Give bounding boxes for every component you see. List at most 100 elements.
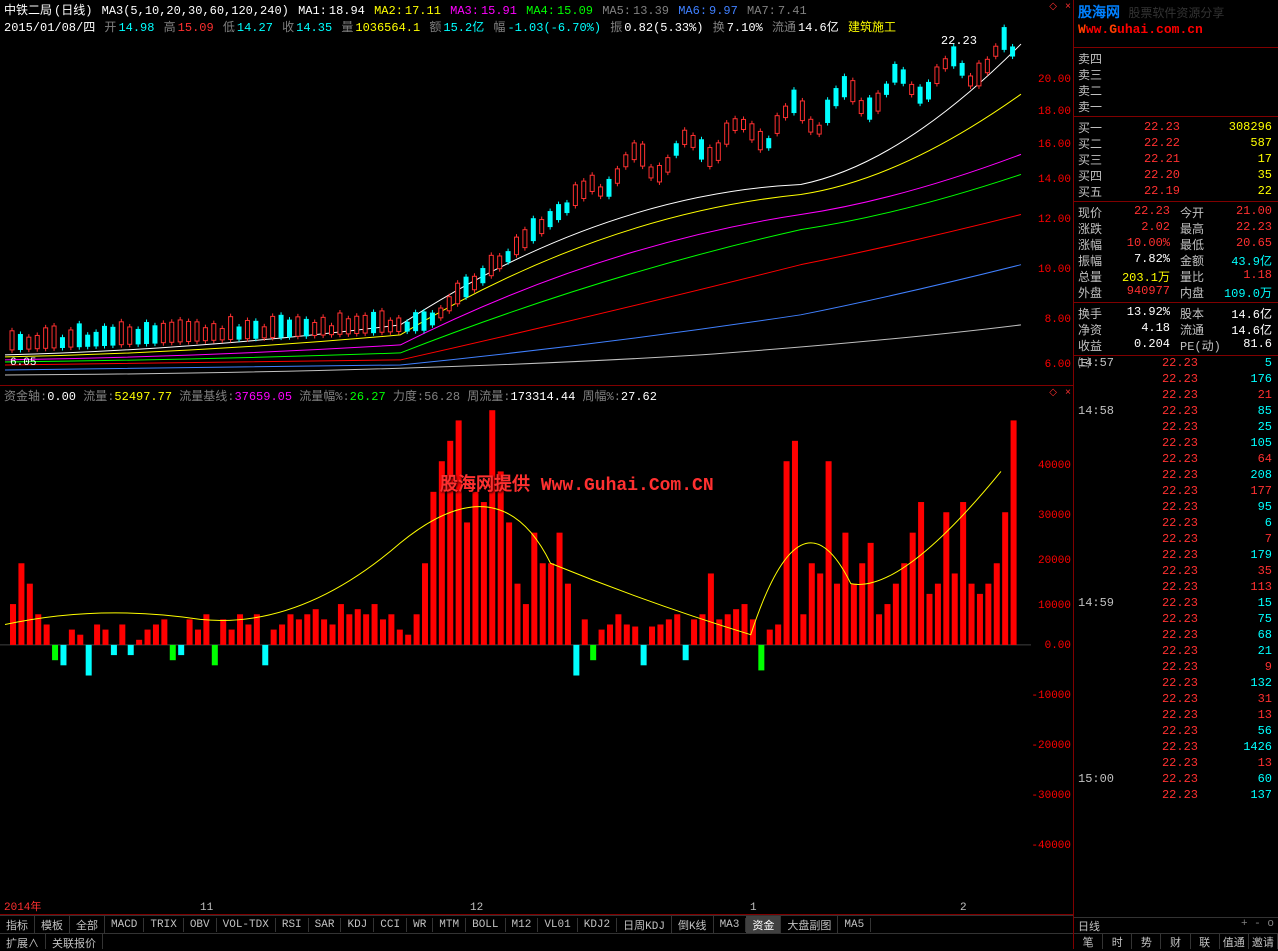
orderbook-buy-row: 买四22.2035 [1074,167,1278,183]
side-tab-值通[interactable]: 值通 [1220,934,1249,949]
indicator-tab-模板[interactable]: 模板 [35,916,70,934]
order-book: 卖四卖三卖二卖一买一22.23308296买二22.22587买三22.2117… [1074,48,1278,202]
quote-row: 外盘940977内盘109.0万 [1074,284,1278,300]
indicator-tab-WR[interactable]: WR [407,918,433,932]
indicator-chart[interactable]: ◇ × 资金轴:0.00 流量:52497.77 流量基线:37659.05 流… [0,386,1073,915]
indicator-tab-资金[interactable]: 资金 [746,916,781,934]
side-tab-联[interactable]: 联 [1191,934,1220,949]
quote-grid-2: 换手13.92%股本14.6亿净资4.18流通14.6亿收益㈢0.204PE(动… [1074,303,1278,356]
y-tick: 10.00 [1038,264,1071,276]
indicator-tab-KDJ2[interactable]: KDJ2 [578,918,617,932]
y-tick: 18.00 [1038,106,1071,118]
y-tick: 10000 [1038,600,1071,612]
price-chart[interactable]: ◇ × 中铁二局(日线) MA3(5,10,20,30,60,120,240) … [0,0,1073,386]
orderbook-buy-row: 买一22.23308296 [1074,119,1278,135]
tick-row: 22.2313 [1074,756,1278,772]
quote-row: 换手13.92%股本14.6亿 [1074,305,1278,321]
tick-row: 22.2331 [1074,692,1278,708]
side-footer: 日线 + - o 笔时势财联值通邀请 [1074,917,1278,949]
tick-row: 15:0022.2360 [1074,772,1278,788]
side-tab-时[interactable]: 时 [1103,934,1132,949]
indicator-tab-MA5[interactable]: MA5 [838,918,871,932]
side-tab-笔[interactable]: 笔 [1074,934,1103,949]
status-item[interactable]: 关联报价 [46,934,103,949]
orderbook-sell-row: 卖二 [1074,82,1278,98]
y-tick: 6.00 [1045,359,1071,371]
chart-controls: ◇ × [1047,1,1071,13]
y-tick: -10000 [1031,690,1071,702]
tick-row: 22.23105 [1074,436,1278,452]
tick-row: 22.231426 [1074,740,1278,756]
time-axis: 2014年111212 [0,900,1031,914]
quote-row: 涨幅10.00%最低20.65 [1074,236,1278,252]
quote-row: 总量203.1万量比1.18 [1074,268,1278,284]
tick-row: 22.239 [1074,660,1278,676]
orderbook-sell-row: 卖一 [1074,98,1278,114]
indicator-tab-RSI[interactable]: RSI [276,918,309,932]
zoom-controls[interactable]: + - o [1241,918,1278,933]
y-tick: 14.00 [1038,174,1071,186]
ctrl-close[interactable]: × [1065,388,1071,399]
tick-row: 22.23176 [1074,372,1278,388]
indicator-tab-全部[interactable]: 全部 [70,916,105,934]
candlestick-canvas[interactable]: 22.23 6.05 [0,14,1031,385]
indicator-tab-TRIX[interactable]: TRIX [144,918,183,932]
tick-row: 14:5722.235 [1074,356,1278,372]
indicator-tab-BOLL[interactable]: BOLL [466,918,505,932]
indicator-tab-CCI[interactable]: CCI [374,918,407,932]
chart-header: 中铁二局(日线) MA3(5,10,20,30,60,120,240) MA1:… [0,0,1073,14]
time-tick: 1 [750,902,757,914]
indicator-tab-KDJ[interactable]: KDJ [341,918,374,932]
brand-watermark: 股海网 股票软件资源分享 Www.Guhai.com.cn [1074,0,1278,48]
status-item[interactable]: 扩展∧ [0,934,46,949]
indicator-tab-OBV[interactable]: OBV [184,918,217,932]
side-panel: 股海网 股票软件资源分享 Www.Guhai.com.cn 卖四卖三卖二卖一买一… [1074,0,1278,949]
ctrl-close[interactable]: × [1065,2,1071,13]
orderbook-buy-row: 买二22.22587 [1074,135,1278,151]
tick-row: 22.23177 [1074,484,1278,500]
indicator-tab-指标[interactable]: 指标 [0,916,35,934]
tick-row: 22.2364 [1074,452,1278,468]
side-tab-邀请[interactable]: 邀请 [1249,934,1278,949]
y-tick: 20000 [1038,555,1071,567]
quote-row: 涨跌2.02最高22.23 [1074,220,1278,236]
y-tick: -30000 [1031,790,1071,802]
side-tab-财[interactable]: 财 [1161,934,1190,949]
time-tick: 11 [200,902,213,914]
quote-grid: 现价22.23今开21.00涨跌2.02最高22.23涨幅10.00%最低20.… [1074,202,1278,303]
indicator-tab-大盘副图[interactable]: 大盘副图 [781,916,838,934]
indicator-tab-日周KDJ[interactable]: 日周KDJ [617,916,672,934]
tick-row: 22.2335 [1074,564,1278,580]
orderbook-sell-row: 卖四 [1074,50,1278,66]
ctrl-diamond[interactable]: ◇ [1049,388,1057,399]
tick-row: 22.2368 [1074,628,1278,644]
watermark-text: 股海网提供 Www.Guhai.Com.CN [440,470,714,496]
indicator-tab-M12[interactable]: M12 [506,918,539,932]
y-tick: 20.00 [1038,74,1071,86]
side-tab-势[interactable]: 势 [1132,934,1161,949]
indicator-canvas[interactable]: 股海网提供 Www.Guhai.Com.CN [0,400,1031,900]
orderbook-buy-row: 买三22.2117 [1074,151,1278,167]
svg-text:6.05: 6.05 [10,357,36,369]
status-bar: 扩展∧关联报价 [0,933,1073,949]
y-tick: 16.00 [1038,139,1071,151]
indicator-tab-倒K线[interactable]: 倒K线 [672,916,714,934]
indicator-tab-MA3[interactable]: MA3 [714,918,747,932]
indicator-tab-MACD[interactable]: MACD [105,918,144,932]
ctrl-diamond[interactable]: ◇ [1049,2,1057,13]
tick-row: 22.23113 [1074,580,1278,596]
period-label[interactable]: 日线 [1074,918,1100,933]
tick-row: 22.2375 [1074,612,1278,628]
quote-row: 收益㈢0.204PE(动)81.6 [1074,337,1278,353]
y-tick: -20000 [1031,740,1071,752]
indicator-tabs: 指标模板全部MACDTRIXOBVVOL-TDXRSISARKDJCCIWRMT… [0,915,1073,933]
y-tick: 30000 [1038,510,1071,522]
indicator-tab-VOL-TDX[interactable]: VOL-TDX [217,918,276,932]
indicator-tab-MTM[interactable]: MTM [433,918,466,932]
indicator-tab-VL01[interactable]: VL01 [538,918,577,932]
tick-row: 22.237 [1074,532,1278,548]
price-y-axis: 20.0018.0016.0014.0012.0010.008.006.00 [1031,14,1073,385]
tick-list[interactable]: 14:5722.23522.2317622.232114:5822.238522… [1074,356,1278,804]
quote-row: 振幅7.82%金额43.9亿 [1074,252,1278,268]
indicator-tab-SAR[interactable]: SAR [309,918,342,932]
